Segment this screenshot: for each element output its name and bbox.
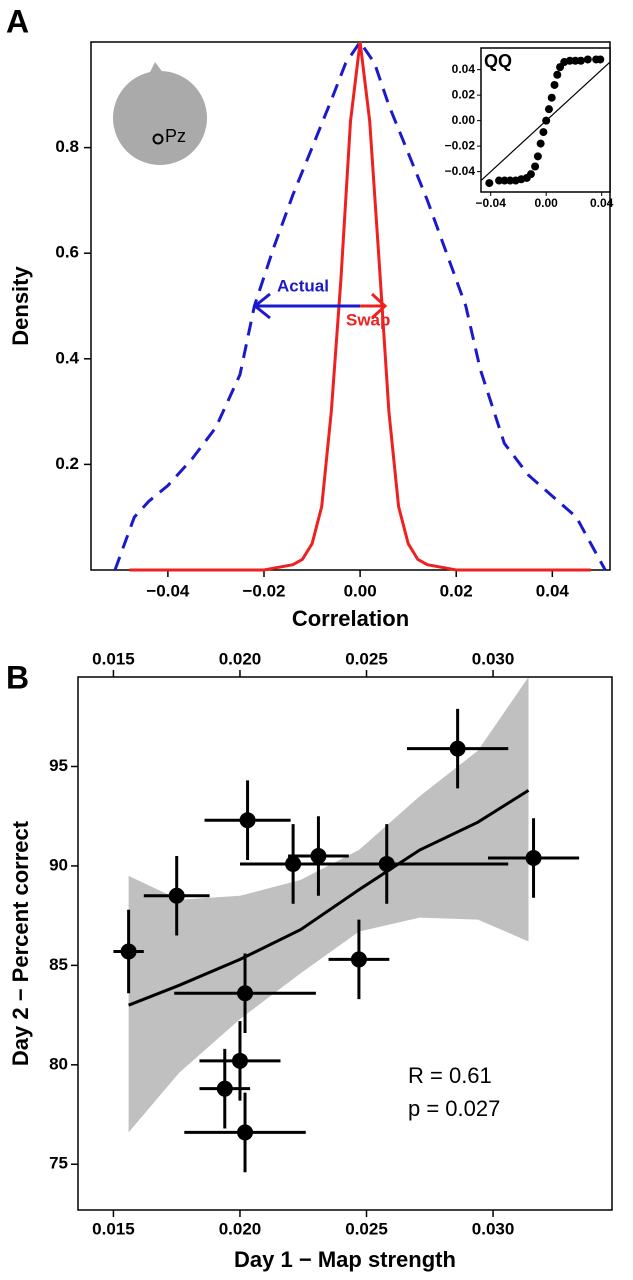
- electrode-label: Pz: [165, 126, 186, 146]
- data-point: [378, 855, 395, 872]
- qq-point: [526, 170, 535, 179]
- data-point: [310, 847, 327, 864]
- qq-point: [495, 176, 504, 185]
- data-point: [237, 985, 254, 1002]
- qq-point: [500, 176, 509, 185]
- y-axis-title: Day 2 − Percent correct: [8, 820, 33, 1066]
- x-tick-label: 0.04: [590, 196, 614, 210]
- panel-label: A: [6, 3, 29, 39]
- x-tick-label: −0.04: [476, 196, 507, 210]
- qq-point: [544, 105, 553, 114]
- qq-point: [531, 162, 540, 171]
- series-label: Swap: [346, 310, 390, 329]
- x-tick-label: 0.00: [535, 196, 559, 210]
- confidence-band: [128, 677, 529, 1133]
- y-tick-label: −0.04: [445, 164, 476, 178]
- y-tick-label: 0.04: [452, 62, 476, 76]
- x-tick-label-top: 0.020: [219, 649, 262, 668]
- qq-point: [553, 70, 562, 79]
- actual-arrow-head: [252, 292, 271, 320]
- fit-line: [128, 789, 530, 1007]
- y-tick-label: 0.4: [55, 348, 79, 367]
- electrode-marker: [152, 133, 164, 145]
- data-point: [231, 1052, 248, 1069]
- data-point: [525, 849, 542, 866]
- qq-point: [565, 56, 574, 65]
- y-tick-label: 95: [49, 756, 68, 775]
- y-tick-label: 90: [49, 855, 68, 874]
- x-tick-label: −0.02: [242, 581, 285, 600]
- annotation: p = 0.027: [408, 1096, 500, 1121]
- data-point: [350, 951, 367, 968]
- data-point: [237, 1124, 254, 1141]
- data-point: [168, 887, 185, 904]
- x-axis-title: Correlation: [292, 606, 409, 631]
- qq-point: [583, 55, 592, 64]
- y-tick-label: 0.00: [452, 113, 476, 127]
- series-label: Actual: [277, 276, 329, 295]
- x-tick-label: −0.04: [146, 581, 190, 600]
- qq-point: [547, 93, 556, 102]
- qq-point: [576, 56, 585, 65]
- head-icon: [113, 71, 207, 165]
- x-tick-label: 0.00: [344, 581, 377, 600]
- y-tick-label: 85: [49, 955, 68, 974]
- head-nose: [148, 62, 164, 76]
- annotation: R = 0.61: [408, 1063, 492, 1088]
- data-point: [449, 740, 466, 757]
- x-tick-label-top: 0.015: [92, 649, 135, 668]
- data-point: [216, 1080, 233, 1097]
- plot-frame: [77, 676, 613, 1211]
- density-line: [113, 39, 607, 571]
- x-tick-label: 0.02: [440, 581, 473, 600]
- y-tick-label: 0.6: [55, 243, 79, 262]
- swap-arrow-head: [370, 292, 388, 320]
- x-tick-label-top: 0.025: [345, 649, 388, 668]
- data-point: [239, 812, 256, 829]
- y-tick-label: 75: [49, 1154, 68, 1173]
- x-tick-label: 0.020: [219, 1219, 262, 1238]
- y-tick-label: −0.02: [445, 138, 476, 152]
- x-tick-label: 0.04: [536, 581, 570, 600]
- y-tick-label: 0.8: [55, 137, 79, 156]
- qq-point: [539, 128, 548, 137]
- y-tick-label: 0.02: [452, 87, 476, 101]
- qq-point: [542, 116, 551, 125]
- x-tick-label: 0.025: [345, 1219, 388, 1238]
- x-tick-label: 0.030: [472, 1219, 515, 1238]
- y-tick-label: 80: [49, 1054, 68, 1073]
- qq-point: [506, 176, 515, 185]
- inset-title: QQ: [484, 51, 512, 71]
- qq-point: [550, 80, 559, 89]
- panel-label: B: [6, 659, 29, 695]
- plot-frame: [90, 41, 611, 571]
- qq-point: [571, 56, 580, 65]
- x-axis-title: Day 1 − Map strength: [234, 1247, 456, 1272]
- y-tick-label: 0.2: [55, 454, 79, 473]
- y-axis-title: Density: [8, 266, 33, 346]
- qq-point: [485, 179, 494, 188]
- data-point: [120, 943, 137, 960]
- x-tick-label-top: 0.030: [472, 649, 515, 668]
- density-line: [129, 41, 591, 572]
- qq-point: [533, 152, 542, 161]
- qq-point: [596, 55, 605, 64]
- qq-point: [536, 139, 545, 148]
- plot-frame: [480, 47, 611, 193]
- x-tick-label: 0.015: [92, 1219, 135, 1238]
